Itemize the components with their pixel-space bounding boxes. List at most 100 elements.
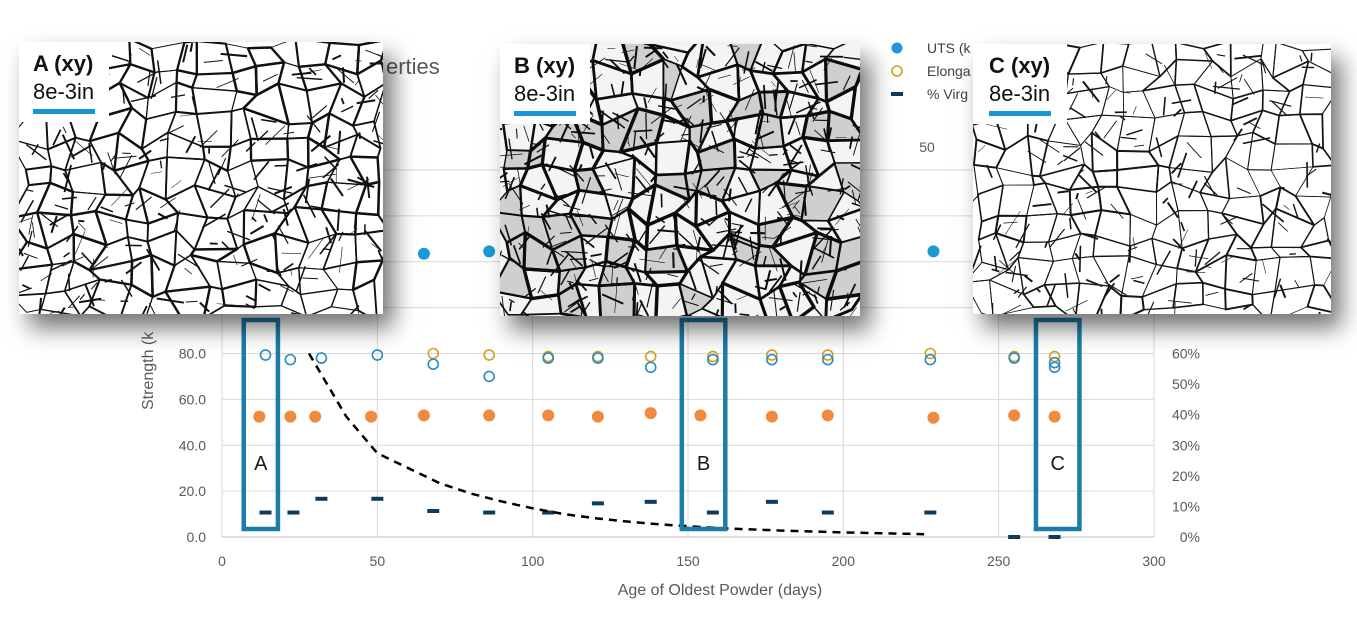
twin-line — [754, 109, 762, 135]
twin-line — [1083, 233, 1099, 240]
twin-line — [1120, 136, 1137, 140]
twin-line — [1305, 168, 1317, 177]
twin-line — [148, 302, 156, 314]
twin-line — [793, 282, 818, 299]
data-point — [1008, 535, 1021, 539]
twin-line — [986, 164, 993, 179]
twin-line — [1185, 271, 1206, 273]
y-tick-label: 20.0 — [179, 483, 206, 499]
twin-line — [803, 196, 807, 216]
twin-line — [1326, 238, 1331, 244]
twin-line — [716, 228, 737, 234]
twin-line — [356, 176, 368, 184]
twin-line — [25, 143, 47, 161]
twin-line — [809, 70, 820, 94]
twin-line — [588, 213, 598, 225]
twin-line — [782, 149, 788, 156]
twin-line — [501, 295, 505, 316]
twin-line — [1072, 308, 1077, 314]
twin-line — [217, 157, 227, 176]
twin-line — [92, 256, 109, 270]
twin-line — [81, 252, 94, 266]
grain-boundary — [121, 284, 154, 314]
data-point — [592, 352, 604, 364]
y2-tick-label: 10% — [1172, 498, 1200, 514]
y2-tick-label: 60% — [1172, 346, 1200, 362]
twin-line — [23, 252, 38, 259]
twin-line — [828, 235, 833, 257]
twin-line — [203, 60, 223, 63]
twin-line — [295, 265, 306, 292]
twin-line — [678, 232, 700, 253]
twin-line — [337, 130, 342, 155]
twin-line — [1011, 265, 1017, 283]
twin-line — [580, 303, 584, 316]
chart-title: erties — [386, 54, 440, 79]
y-tick-label: 0.0 — [187, 529, 207, 545]
y2-tick-label: 40% — [1172, 407, 1200, 423]
twin-line — [1216, 63, 1224, 74]
twin-line — [1221, 255, 1235, 263]
twin-line — [744, 88, 755, 111]
twin-line — [371, 111, 381, 133]
twin-line — [127, 53, 132, 67]
twin-line — [733, 76, 751, 85]
twin-line — [992, 224, 1002, 241]
grain-boundary — [826, 109, 860, 143]
twin-line — [793, 52, 796, 73]
twin-line — [250, 117, 258, 138]
twin-line — [508, 298, 515, 304]
twin-line — [177, 253, 200, 269]
twin-line — [806, 179, 814, 196]
twin-line — [1214, 81, 1217, 94]
twin-line — [662, 51, 669, 59]
data-point — [707, 350, 719, 363]
twin-line — [251, 193, 261, 221]
x-tick-label: 150 — [676, 553, 700, 569]
twin-line — [331, 54, 342, 61]
twin-line — [319, 234, 337, 255]
twin-line — [536, 207, 539, 218]
twin-line — [575, 279, 588, 292]
twin-line — [1155, 137, 1163, 158]
twin-line — [1236, 187, 1251, 195]
twin-line — [234, 193, 239, 199]
y2-tick-label: 50% — [1172, 376, 1200, 392]
twin-line — [616, 113, 620, 130]
twin-line — [1233, 128, 1243, 142]
twin-line — [582, 114, 594, 135]
y2-tick-label: 20% — [1172, 468, 1200, 484]
twin-line — [322, 248, 331, 251]
twin-line — [708, 217, 719, 227]
twin-line — [135, 196, 152, 211]
twin-line — [751, 140, 771, 157]
data-point — [927, 411, 940, 424]
twin-line — [738, 159, 756, 174]
data-point — [821, 409, 834, 422]
twin-line — [638, 68, 642, 77]
twin-line — [216, 303, 236, 306]
twin-line — [340, 97, 345, 105]
twin-line — [1189, 255, 1209, 260]
twin-line — [718, 290, 733, 305]
twin-line — [719, 112, 726, 121]
twin-line — [559, 121, 571, 143]
twin-line — [757, 125, 764, 148]
data-point — [483, 349, 495, 361]
data-point — [591, 501, 604, 506]
twin-line — [302, 194, 317, 218]
twin-line — [659, 247, 667, 260]
data-point — [371, 349, 384, 361]
twin-line — [610, 83, 616, 98]
twin-line — [78, 219, 85, 223]
twin-line — [672, 104, 683, 110]
twin-line — [63, 252, 71, 258]
twin-line — [1009, 249, 1022, 262]
twin-line — [258, 283, 271, 292]
twin-line — [335, 67, 355, 84]
twin-line — [839, 301, 851, 311]
data-point — [1008, 352, 1021, 364]
twin-line — [786, 214, 803, 217]
twin-line — [1063, 147, 1081, 162]
twin-line — [672, 118, 689, 125]
